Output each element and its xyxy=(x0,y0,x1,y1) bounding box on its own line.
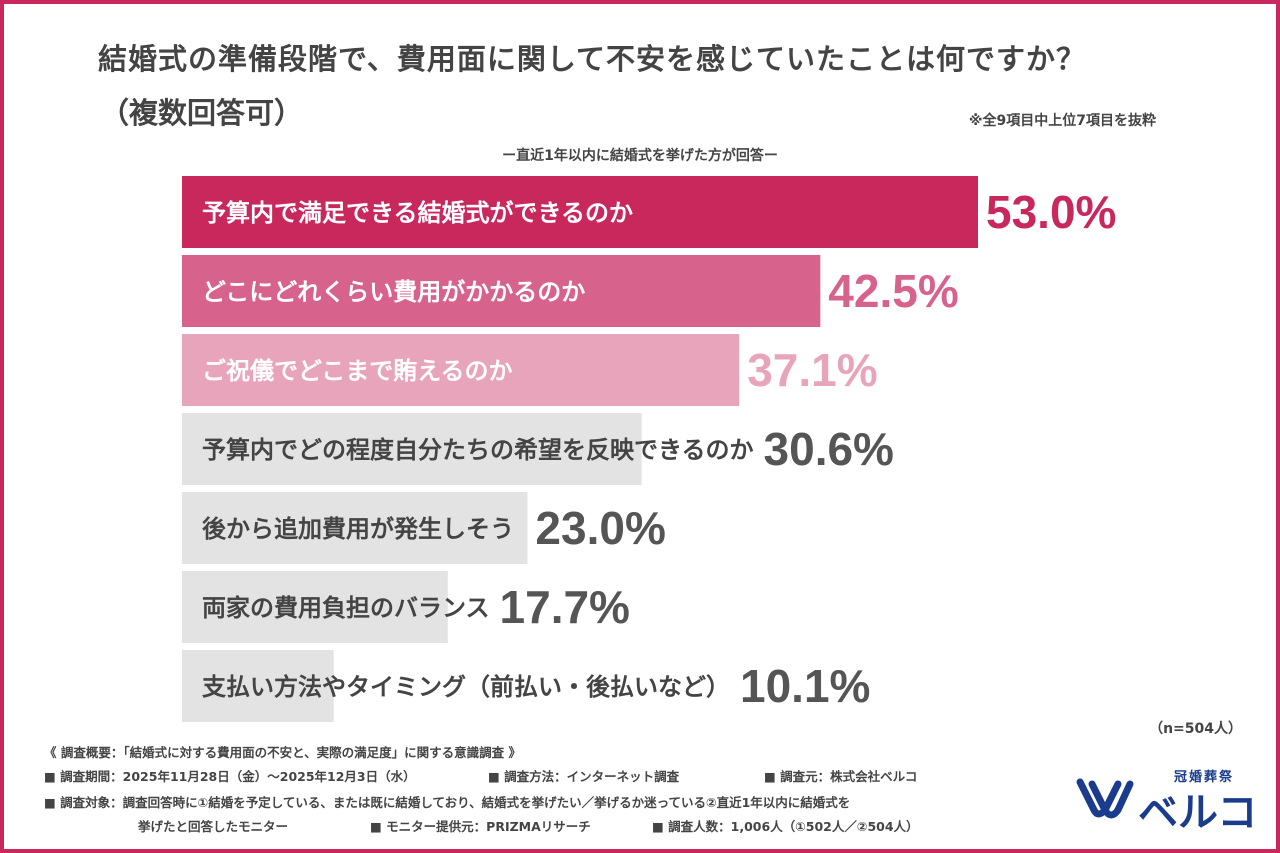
value-label-5: 23.0% xyxy=(535,502,665,554)
survey-count: ■ 調査人数：1,006人（①502人／②504人） xyxy=(652,819,919,834)
chart-title: 結婚式の準備段階で、費用面に関して不安を感じていたことは何ですか？ xyxy=(98,42,1086,76)
bar-2 xyxy=(182,255,821,327)
value-label-6: 17.7% xyxy=(500,581,630,633)
respondent-note: ー直近1年以内に結婚式を挙げた方が回答ー xyxy=(502,148,778,164)
survey-provider: ■ モニター提供元：PRIZMAリサーチ xyxy=(370,819,591,834)
bar-label-4: 予算内でどの程度自分たちの希望を反映できるのか xyxy=(202,436,754,464)
company-logo: 冠婚葬祭 ベルコ xyxy=(1074,766,1257,836)
survey-method: ■ 調査方法：インターネット調査 xyxy=(488,769,680,784)
bar-7 xyxy=(182,650,334,722)
logo-mark-icon xyxy=(1076,778,1134,819)
bar-label-3: ご祝儀でどこまで賄えるのか xyxy=(202,357,513,385)
bar-label-6: 両家の費用負担のバランス xyxy=(202,594,490,622)
logo-subtitle: 冠婚葬祭 xyxy=(1174,770,1235,785)
bar-label-1: 予算内で満足できる結婚式ができるのか xyxy=(202,199,633,227)
value-label-3: 37.1% xyxy=(747,344,877,396)
sample-size: （n=504人） xyxy=(1149,721,1242,737)
survey-title: 《 調査概要：「結婚式に対する費用面の不安と、実際の満足度」に関する意識調査 》 xyxy=(44,745,521,760)
survey-source: ■ 調査元：株式会社ベルコ xyxy=(764,769,918,784)
bar-4 xyxy=(182,413,642,485)
items-note: ※全9項目中上位7項目を抜粋 xyxy=(968,113,1156,129)
survey-period: ■ 調査期間：2025年11月28日（金）～2025年12月3日（水） xyxy=(44,769,416,784)
bar-label-2: どこにどれくらい費用がかかるのか xyxy=(202,278,585,306)
value-label-1: 53.0% xyxy=(986,186,1116,238)
survey-subjects-cont: 挙げたと回答したモニター xyxy=(138,819,289,834)
bar-3 xyxy=(182,334,740,406)
survey-subjects: ■ 調査対象：調査回答時に①結婚を予定している、または既に結婚しており、結婚式を… xyxy=(44,795,851,810)
bar-6 xyxy=(182,571,448,643)
chart-subtitle: （複数回答可） xyxy=(100,96,304,130)
logo-name: ベルコ xyxy=(1138,790,1258,836)
bar-1 xyxy=(182,176,978,248)
value-label-2: 42.5% xyxy=(828,265,958,317)
bar-label-5: 後から追加費用が発生しそう xyxy=(202,515,514,543)
value-label-4: 30.6% xyxy=(764,423,894,475)
bar-label-7: 支払い方法やタイミング（前払い・後払いなど） xyxy=(202,673,730,701)
value-label-7: 10.1% xyxy=(740,660,870,712)
bar-5 xyxy=(182,492,528,564)
